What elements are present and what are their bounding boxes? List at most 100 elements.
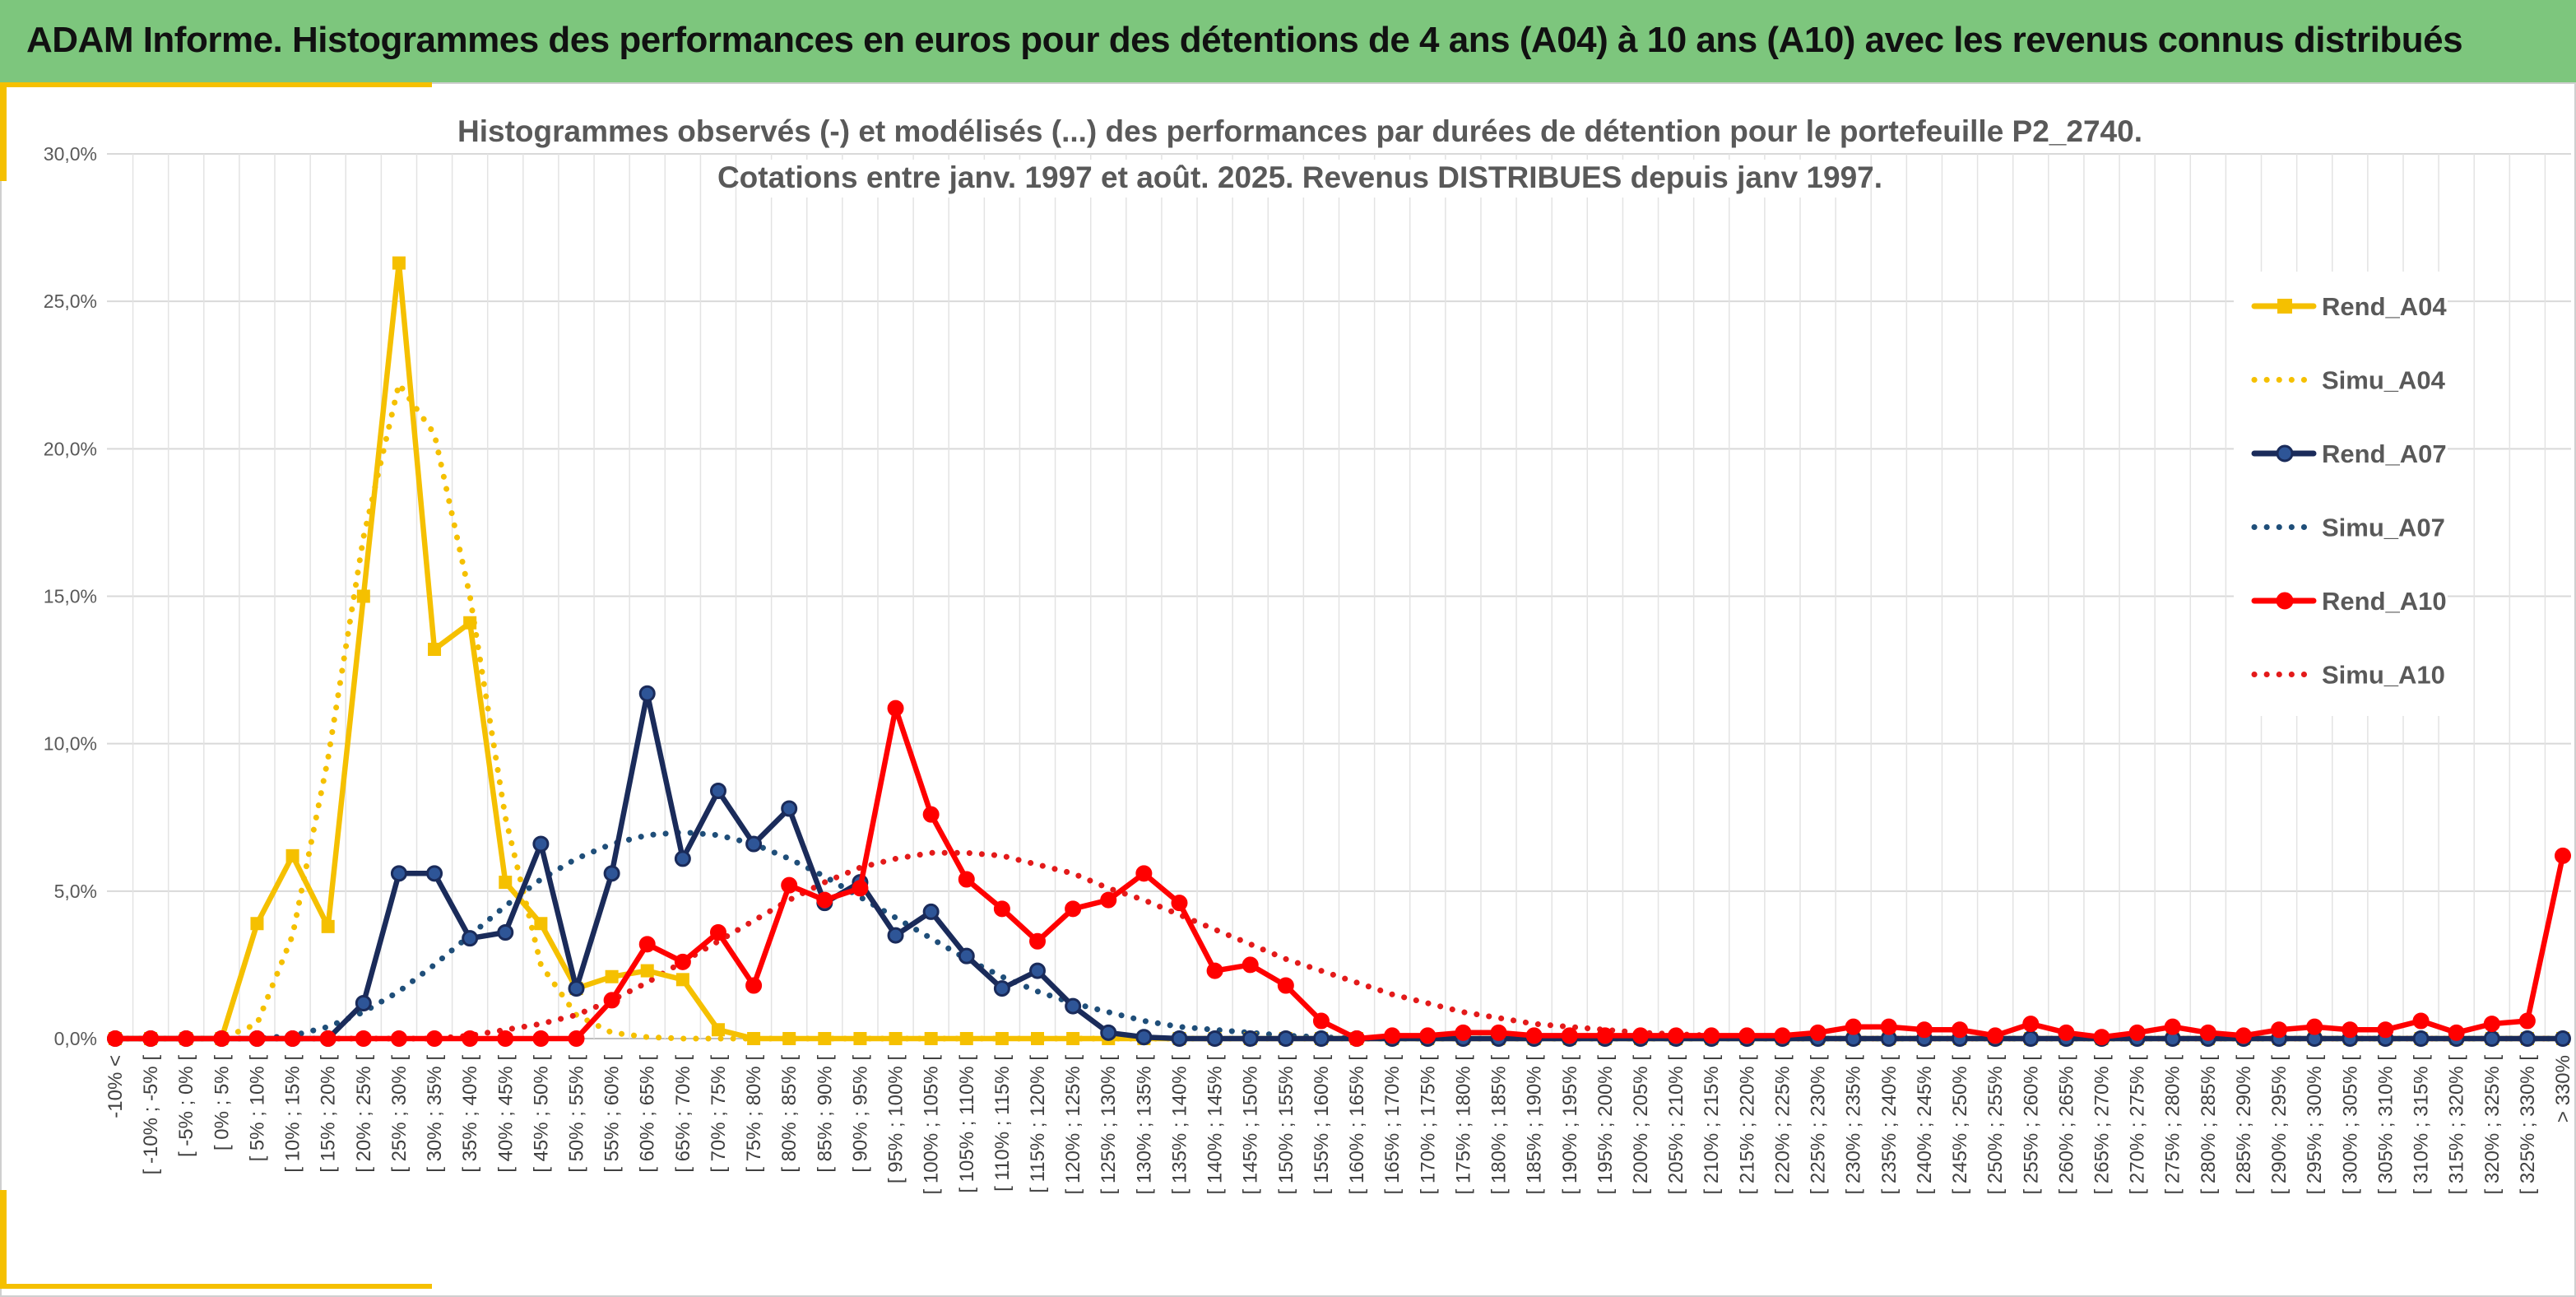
x-tick-label: [ 200% ; 205% [ [1630,1055,1652,1195]
y-tick-label: 10,0% [44,733,97,755]
data-point [887,700,904,717]
chart-legend[interactable]: Rend_A04 Simu_A04 Rend_A07 Simu_A07 Rend_A10… [2234,272,2448,716]
x-tick-label: [ 240% ; 245% [ [1914,1055,1936,1195]
series-line-rend_a10 [112,705,2566,1042]
x-tick-label: [ 165% ; 170% [ [1381,1055,1404,1195]
x-tick-label: [ 305% ; 310% [ [2374,1055,2397,1195]
data-point [1774,1027,1791,1044]
x-tick-label: [ 30% ; 35% [ [424,1055,446,1173]
data-point [426,865,443,882]
data-point [497,1030,514,1047]
x-tick-label: [ 155% ; 160% [ [1311,1055,1333,1195]
data-point [1100,891,1117,909]
x-tick-label: [ 325% ; 330% [ [2517,1055,2539,1195]
data-point [2058,1024,2075,1041]
data-point [922,806,940,823]
data-point [709,783,726,799]
chart-title: Histogrammes observés (-) et modélisés (… [457,114,2142,198]
data-point [1596,1027,1613,1044]
x-tick-label: [ 35% ; 40% [ [459,1055,481,1173]
x-tick-label: [ 235% ; 240% [ [1878,1055,1901,1195]
x-tick-label: [ 195% ; 200% [ [1594,1055,1617,1195]
legend-label: Simu_A04 [2322,366,2446,395]
x-tick-label: [ 265% ; 270% [ [2091,1055,2113,1195]
x-tick-label: [ 150% ; 155% [ [1275,1055,1297,1195]
x-tick-label: [ 125% ; 130% [ [1098,1055,1120,1195]
data-point [747,1032,761,1045]
data-point [1277,977,1294,994]
x-tick-label: [ 315% ; 320% [ [2446,1055,2468,1195]
data-point [605,969,619,983]
x-tick-label: [ 10% ; 15% [ [282,1055,304,1173]
x-tick-label: [ 100% ; 105% [ [921,1055,943,1195]
data-point [390,1030,407,1047]
data-point [638,685,656,702]
data-point [2306,1018,2323,1035]
y-tick-label: 30,0% [44,143,97,165]
data-point [426,1030,443,1047]
data-point [532,1030,550,1047]
data-point [709,924,726,941]
data-point [745,977,763,994]
x-tick-label: [ 280% ; 285% [ [2198,1055,2220,1195]
data-point [711,1023,725,1037]
data-point [1880,1018,1897,1035]
data-point [499,876,513,890]
data-point [2199,1024,2216,1041]
data-point [1242,1030,1259,1047]
data-point [958,947,975,965]
data-point [463,616,477,630]
data-point [852,880,869,897]
data-point [462,1030,479,1047]
legend-marker [2277,299,2292,314]
legend-label: Rend_A07 [2322,439,2447,468]
x-tick-label: [ 230% ; 235% [ [1843,1055,1865,1195]
legend-label: Simu_A10 [2322,661,2445,690]
data-point [781,800,798,817]
data-point [1738,1027,1756,1044]
x-tick-label: [ 135% ; 140% [ [1168,1055,1191,1195]
chart-series [107,256,2571,1047]
data-point [107,1030,123,1047]
data-point [213,1030,230,1047]
x-tick-label: [ 320% ; 325% [ [2481,1055,2504,1195]
x-tick-label: [ 250% ; 255% [ [1984,1055,2007,1195]
x-tick-label: [ 45% ; 50% [ [530,1055,552,1173]
y-tick-label: 0,0% [54,1028,97,1049]
x-tick-label: [ 160% ; 165% [ [1346,1055,1368,1195]
x-tick-label: [ -5% ; 0% [ [175,1055,197,1157]
data-point [1206,962,1223,979]
data-point [319,1030,337,1047]
data-point [958,871,975,888]
data-point [2022,1016,2040,1033]
x-tick-label: [ 310% ; 315% [ [2411,1055,2433,1195]
x-tick-label: [ 285% ; 290% [ [2233,1055,2255,1195]
data-point [993,980,1010,997]
x-tick-label: [ 110% ; 115% [ [991,1055,1014,1192]
data-point [1455,1024,1472,1041]
data-point [2555,847,2571,864]
x-tick-label: [ 275% ; 280% [ [2162,1055,2184,1195]
x-tick-label: [ 300% ; 305% [ [2339,1055,2361,1195]
x-tick-label: [ 70% ; 75% [ [708,1055,730,1173]
x-tick-label: [ 130% ; 135% [ [1133,1055,1155,1195]
x-tick-label: [ 290% ; 295% [ [2268,1055,2291,1195]
data-point [1419,1027,1437,1044]
y-tick-label: 5,0% [54,881,97,902]
x-tick-label: [ 80% ; 85% [ [778,1055,801,1173]
data-point [355,1030,372,1047]
data-point [2377,1021,2394,1039]
x-tick-label: -10% < [104,1055,127,1118]
y-tick-label: 15,0% [44,586,97,607]
data-point [959,1032,973,1045]
data-point [675,973,689,987]
data-point [1171,1030,1188,1047]
x-tick-label: [ 245% ; 250% [ [1949,1055,1971,1195]
data-point [2093,1029,2110,1046]
data-point [993,900,1010,918]
data-point [1029,962,1047,979]
data-point [1312,1012,1330,1030]
x-tick-label: [ 205% ; 210% [ [1665,1055,1687,1195]
data-point [248,1030,266,1047]
